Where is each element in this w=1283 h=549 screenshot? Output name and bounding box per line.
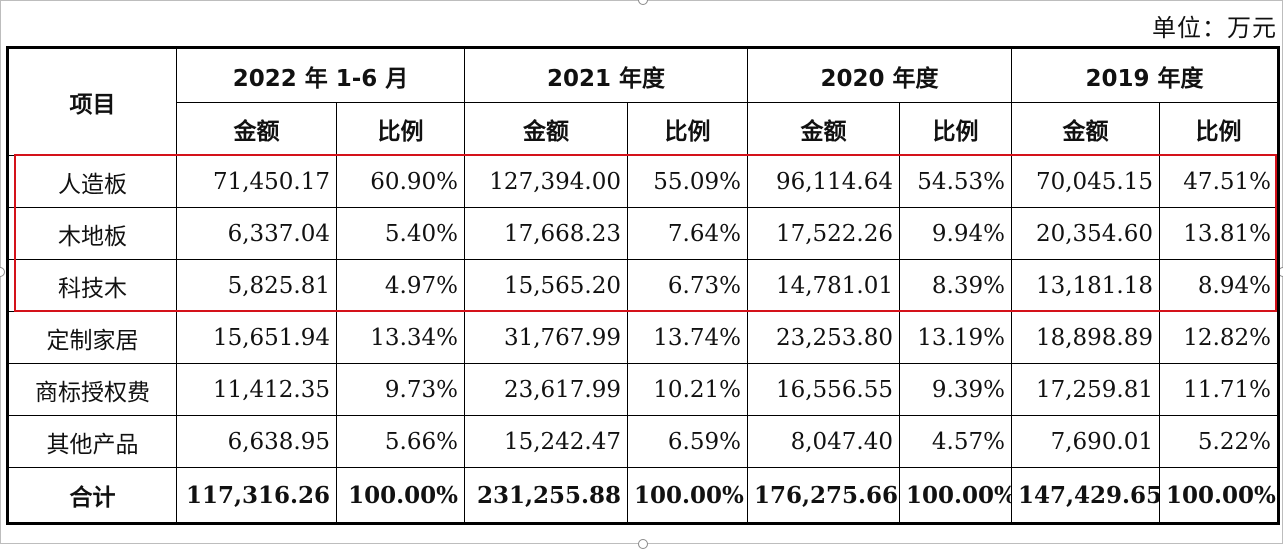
- total-cell: 100.00%: [899, 467, 1012, 524]
- ratio-cell: 13.19%: [899, 311, 1012, 364]
- row-label: 木地板: [7, 207, 177, 260]
- ratio-cell: 5.40%: [336, 207, 465, 260]
- header-period: 2020 年度: [747, 47, 1012, 103]
- ratio-cell: 13.74%: [627, 311, 748, 364]
- amount-cell: 17,668.23: [464, 207, 628, 260]
- row-label: 商标授权费: [7, 363, 177, 416]
- amount-cell: 13,181.18: [1011, 259, 1160, 312]
- table-row: 商标授权费 11,412.35 9.73% 23,617.99 10.21% 16,556…: [7, 363, 1279, 416]
- ratio-cell: 9.94%: [899, 207, 1012, 260]
- ratio-cell: 6.73%: [627, 259, 748, 312]
- header-amount: 金额: [464, 102, 628, 156]
- amount-cell: 23,253.80: [747, 311, 900, 364]
- amount-cell: 11,412.35: [176, 363, 337, 416]
- amount-cell: 6,337.04: [176, 207, 337, 260]
- amount-cell: 70,045.15: [1011, 155, 1160, 208]
- amount-cell: 20,354.60: [1011, 207, 1160, 260]
- ratio-cell: 4.57%: [899, 415, 1012, 468]
- row-label: 其他产品: [7, 415, 177, 468]
- amount-cell: 16,556.55: [747, 363, 900, 416]
- ratio-cell: 60.90%: [336, 155, 465, 208]
- revenue-table: 项目 2022 年 1-6 月 2021 年度 2020 年度 2019 年度 …: [6, 46, 1280, 525]
- header-ratio: 比例: [336, 102, 465, 156]
- row-label: 定制家居: [7, 311, 177, 364]
- ratio-cell: 8.39%: [899, 259, 1012, 312]
- header-period: 2021 年度: [464, 47, 748, 103]
- table-row: 人造板 71,450.17 60.90% 127,394.00 55.09% 96,114…: [7, 155, 1279, 208]
- table-row: 其他产品 6,638.95 5.66% 15,242.47 6.59% 8,047.40 4…: [7, 415, 1279, 468]
- ratio-cell: 54.53%: [899, 155, 1012, 208]
- table-row: 木地板 6,337.04 5.40% 17,668.23 7.64% 17,522.26 9…: [7, 207, 1279, 260]
- header-ratio: 比例: [899, 102, 1012, 156]
- table-row: 科技木 5,825.81 4.97% 15,565.20 6.73% 14,781.01 8…: [7, 259, 1279, 312]
- amount-cell: 14,781.01: [747, 259, 900, 312]
- total-cell: 100.00%: [627, 467, 748, 524]
- header-ratio: 比例: [627, 102, 748, 156]
- amount-cell: 6,638.95: [176, 415, 337, 468]
- ratio-cell: 6.59%: [627, 415, 748, 468]
- total-cell: 100.00%: [336, 467, 465, 524]
- amount-cell: 127,394.00: [464, 155, 628, 208]
- total-cell: 147,429.65: [1011, 467, 1160, 524]
- header-period: 2019 年度: [1011, 47, 1279, 103]
- amount-cell: 15,565.20: [464, 259, 628, 312]
- header-period: 2022 年 1-6 月: [176, 47, 465, 103]
- row-label: 人造板: [7, 155, 177, 208]
- header-amount: 金额: [1011, 102, 1160, 156]
- total-cell: 231,255.88: [464, 467, 628, 524]
- amount-cell: 17,259.81: [1011, 363, 1160, 416]
- ratio-cell: 47.51%: [1159, 155, 1279, 208]
- total-cell: 176,275.66: [747, 467, 900, 524]
- amount-cell: 8,047.40: [747, 415, 900, 468]
- amount-cell: 96,114.64: [747, 155, 900, 208]
- ratio-cell: 13.81%: [1159, 207, 1279, 260]
- ratio-cell: 12.82%: [1159, 311, 1279, 364]
- amount-cell: 7,690.01: [1011, 415, 1160, 468]
- row-label: 科技木: [7, 259, 177, 312]
- header-item: 项目: [7, 47, 177, 156]
- ratio-cell: 11.71%: [1159, 363, 1279, 416]
- ratio-cell: 4.97%: [336, 259, 465, 312]
- header-row-periods: 项目 2022 年 1-6 月 2021 年度 2020 年度 2019 年度: [7, 47, 1279, 156]
- ratio-cell: 55.09%: [627, 155, 748, 208]
- amount-cell: 5,825.81: [176, 259, 337, 312]
- ratio-cell: 9.39%: [899, 363, 1012, 416]
- header-amount: 金额: [176, 102, 337, 156]
- ratio-cell: 5.22%: [1159, 415, 1279, 468]
- ratio-cell: 13.34%: [336, 311, 465, 364]
- header-amount: 金额: [747, 102, 900, 156]
- amount-cell: 15,651.94: [176, 311, 337, 364]
- header-ratio: 比例: [1159, 102, 1279, 156]
- total-cell: 117,316.26: [176, 467, 337, 524]
- total-row: 合计 117,316.26 100.00% 231,255.88 100.00%…: [7, 467, 1279, 524]
- header-row-columns: 金额 比例 金额 比例 金额 比例 金额 比例: [8, 102, 1279, 156]
- resize-handle-bottom[interactable]: [638, 539, 648, 549]
- ratio-cell: 5.66%: [336, 415, 465, 468]
- ratio-cell: 7.64%: [627, 207, 748, 260]
- amount-cell: 15,242.47: [464, 415, 628, 468]
- total-label: 合计: [7, 467, 177, 524]
- total-cell: 100.00%: [1159, 467, 1279, 524]
- ratio-cell: 8.94%: [1159, 259, 1279, 312]
- unit-label: 单位：万元: [1152, 14, 1277, 42]
- amount-cell: 17,522.26: [747, 207, 900, 260]
- amount-cell: 71,450.17: [176, 155, 337, 208]
- amount-cell: 23,617.99: [464, 363, 628, 416]
- amount-cell: 18,898.89: [1011, 311, 1160, 364]
- amount-cell: 31,767.99: [464, 311, 628, 364]
- ratio-cell: 10.21%: [627, 363, 748, 416]
- table-row: 定制家居 15,651.94 13.34% 31,767.99 13.74% 23,253…: [7, 311, 1279, 364]
- ratio-cell: 9.73%: [336, 363, 465, 416]
